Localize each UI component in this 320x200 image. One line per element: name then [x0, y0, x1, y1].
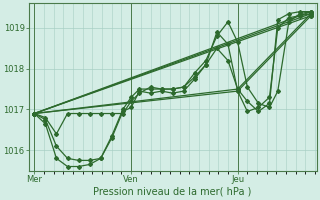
X-axis label: Pression niveau de la mer( hPa ): Pression niveau de la mer( hPa ): [93, 187, 252, 197]
